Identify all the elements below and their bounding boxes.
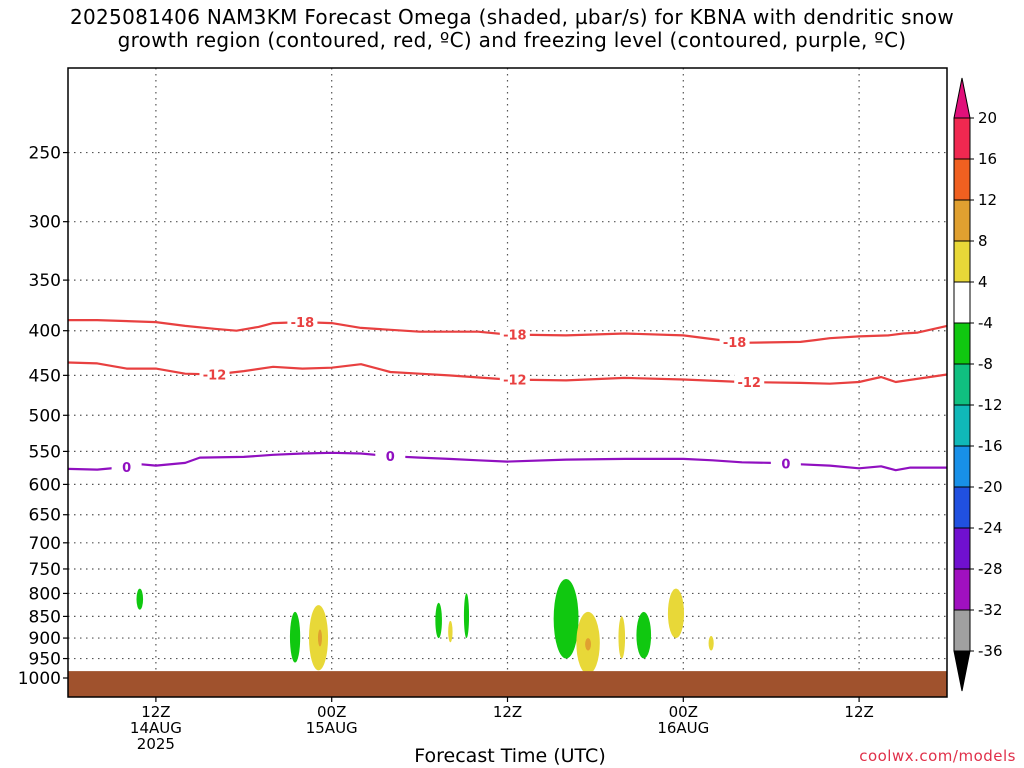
colorbar-label: 4 bbox=[978, 273, 988, 291]
omega-cell bbox=[435, 602, 442, 639]
omega-cell bbox=[636, 611, 652, 659]
chart-title: 2025081406 NAM3KM Forecast Omega (shaded… bbox=[0, 6, 1024, 52]
x-tick-label: 14AUG bbox=[130, 719, 182, 737]
x-axis-title: Forecast Time (UTC) bbox=[414, 745, 606, 767]
y-tick-label: 800 bbox=[29, 584, 61, 604]
colorbar-label: -8 bbox=[978, 355, 993, 373]
contour-label: -18 bbox=[503, 329, 527, 344]
ground-layer bbox=[68, 671, 947, 697]
y-tick-label: 600 bbox=[29, 475, 61, 495]
x-tick-label: 2025 bbox=[137, 735, 175, 753]
colorbar-swatch bbox=[953, 609, 971, 652]
y-tick-label: 400 bbox=[29, 322, 61, 342]
y-tick-label: 300 bbox=[29, 213, 61, 233]
contour-label: -12 bbox=[203, 369, 227, 384]
contour-label: -12 bbox=[503, 374, 527, 389]
x-tick-label: 12Z bbox=[493, 703, 522, 721]
omega-shading bbox=[136, 578, 714, 675]
colorbar-label: 8 bbox=[978, 232, 988, 250]
y-axis: 2503003504004505005506006507007508008509… bbox=[18, 144, 68, 689]
colorbar: 20 16 12 8 4 -4 -8 -12 -16 -20 -24 -28 -32 -36 bbox=[953, 77, 1003, 692]
y-tick-label: 750 bbox=[29, 560, 61, 580]
colorbar-label: -20 bbox=[978, 478, 1003, 496]
y-tick-label: 350 bbox=[29, 271, 61, 291]
contour-label: -18 bbox=[723, 336, 747, 351]
y-tick-label: 500 bbox=[29, 406, 61, 426]
credit-link[interactable]: coolwx.com/models bbox=[859, 747, 1016, 765]
contour-line bbox=[67, 361, 948, 385]
chart-title-line1: 2025081406 NAM3KM Forecast Omega (shaded… bbox=[69, 5, 955, 29]
contour-line bbox=[67, 451, 947, 472]
colorbar-swatch bbox=[953, 568, 971, 611]
colorbar-label: -36 bbox=[978, 642, 1003, 660]
y-tick-label: 250 bbox=[29, 144, 61, 164]
chart-title-line2: growth region (contoured, red, ºC) and f… bbox=[117, 28, 907, 52]
colorbar-swatch bbox=[953, 240, 971, 283]
x-tick-label: 12Z bbox=[141, 703, 170, 721]
colorbar-swatch bbox=[953, 404, 971, 447]
omega-cell bbox=[289, 611, 301, 663]
y-tick-label: 1000 bbox=[18, 669, 61, 689]
contour-label-bg bbox=[499, 371, 530, 388]
colorbar-label: -28 bbox=[978, 560, 1003, 578]
omega-cell bbox=[463, 593, 470, 639]
contour-label-bg bbox=[199, 366, 230, 383]
x-tick-label: 15AUG bbox=[306, 719, 358, 737]
omega-cell bbox=[448, 620, 453, 643]
omega-cell bbox=[618, 616, 626, 659]
contour-label: 0 bbox=[122, 461, 131, 476]
omega-cell bbox=[708, 635, 714, 651]
colorbar-swatch bbox=[953, 363, 971, 406]
contour-label-bg bbox=[287, 314, 318, 331]
omega-cell bbox=[667, 588, 685, 639]
colorbar-swatch bbox=[953, 117, 971, 160]
contour-label-bg bbox=[719, 333, 750, 350]
colorbar-swatch bbox=[953, 199, 971, 242]
colorbar-label: -4 bbox=[978, 314, 993, 332]
colorbar-swatch bbox=[953, 158, 971, 201]
contour-label: 0 bbox=[781, 458, 790, 473]
colorbar-swatch bbox=[953, 486, 971, 529]
omega-cell bbox=[317, 629, 322, 647]
x-tick-label: 12Z bbox=[844, 703, 873, 721]
colorbar-label: -16 bbox=[978, 437, 1003, 455]
contour-lines: -18 -18 -18 -12 -12 -12 0 0 0 bbox=[67, 314, 948, 476]
colorbar-label: -12 bbox=[978, 396, 1003, 414]
contour-label: -12 bbox=[737, 376, 761, 391]
omega-cell bbox=[136, 588, 144, 610]
contour-label: 0 bbox=[386, 450, 395, 465]
colorbar-swatch bbox=[953, 322, 971, 365]
contour-label-bg bbox=[770, 455, 801, 472]
y-tick-label: 850 bbox=[29, 607, 61, 627]
contour-label-bg bbox=[499, 326, 530, 343]
y-tick-label: 900 bbox=[29, 629, 61, 649]
colorbar-label: 12 bbox=[978, 191, 997, 209]
colorbar-label: 20 bbox=[978, 109, 997, 127]
colorbar-label: -32 bbox=[978, 601, 1003, 619]
colorbar-bottom-arrow bbox=[953, 650, 971, 692]
colorbar-swatch bbox=[953, 445, 971, 488]
contour-label: -18 bbox=[291, 316, 315, 331]
contour-label-bg bbox=[734, 374, 765, 391]
colorbar-label: -24 bbox=[978, 519, 1003, 537]
colorbar-label: 16 bbox=[978, 150, 997, 168]
x-tick-label: 16AUG bbox=[657, 719, 709, 737]
contour-label-bg bbox=[375, 448, 406, 465]
ground-fill bbox=[68, 671, 947, 697]
y-tick-label: 550 bbox=[29, 442, 61, 462]
omega-cell bbox=[553, 578, 579, 659]
y-tick-label: 700 bbox=[29, 534, 61, 554]
colorbar-top-arrow bbox=[953, 77, 971, 119]
x-tick-label: 00Z bbox=[317, 703, 346, 721]
y-tick-label: 950 bbox=[29, 650, 61, 670]
colorbar-swatch bbox=[953, 527, 971, 570]
contour-label-bg bbox=[111, 458, 142, 475]
x-tick-label: 00Z bbox=[669, 703, 698, 721]
y-tick-label: 650 bbox=[29, 506, 61, 526]
y-tick-label: 450 bbox=[29, 366, 61, 386]
colorbar-swatch bbox=[953, 281, 971, 324]
omega-cell bbox=[585, 638, 592, 651]
